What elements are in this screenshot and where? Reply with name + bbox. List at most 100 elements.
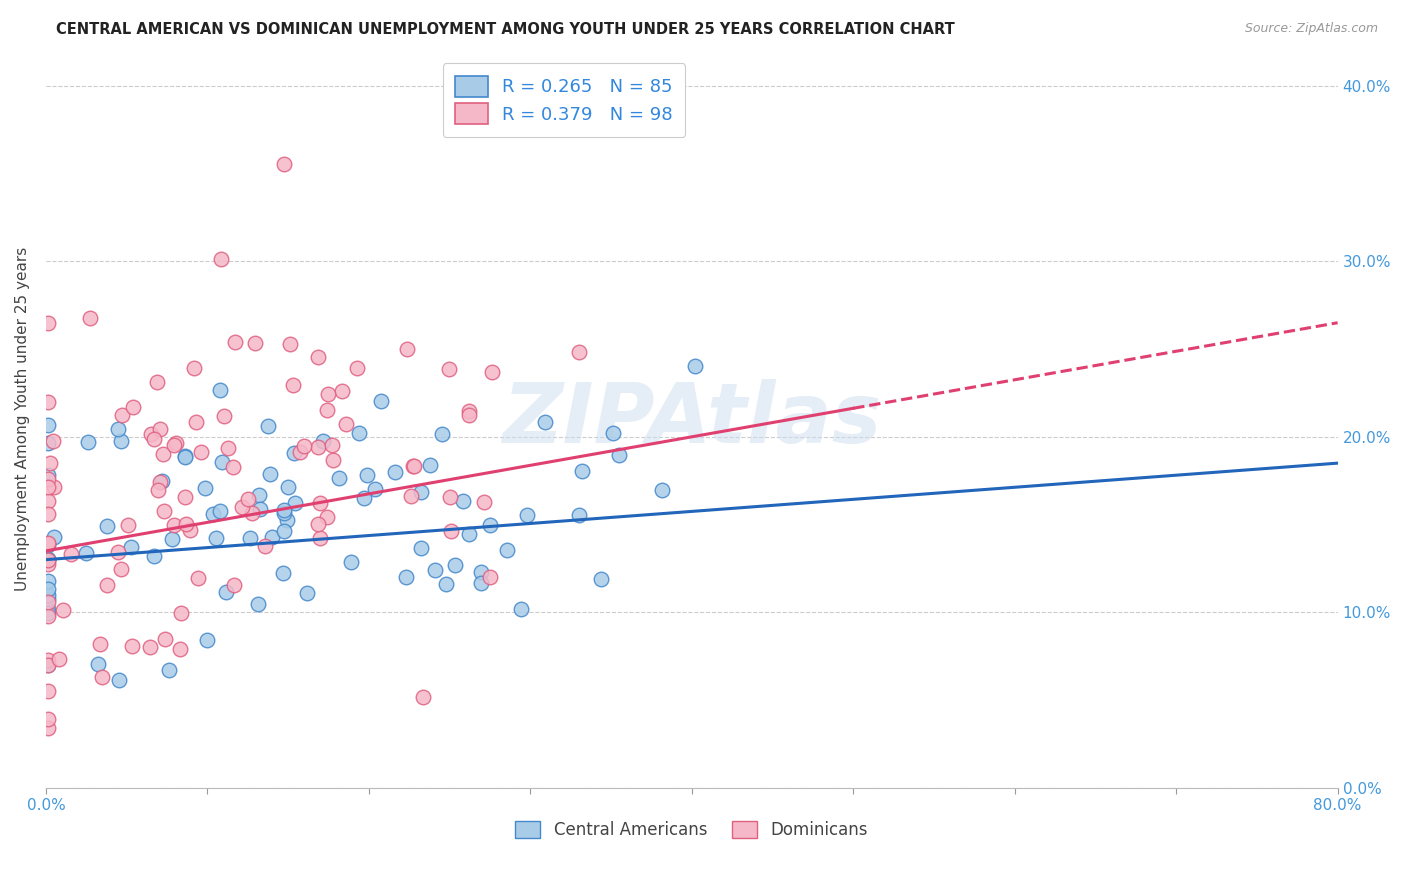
Point — [510, 601, 533, 615]
Point — [470, 566, 492, 580]
Point — [108, 673, 131, 688]
Point — [37, 609, 59, 624]
Point — [683, 359, 706, 374]
Point — [37, 574, 59, 589]
Point — [215, 584, 238, 599]
Point — [179, 523, 201, 537]
Point — [44, 531, 66, 545]
Point — [401, 489, 423, 503]
Point — [609, 448, 631, 462]
Point — [308, 531, 330, 545]
Point — [37, 480, 59, 494]
Point — [37, 436, 59, 450]
Point — [89, 637, 111, 651]
Point — [273, 524, 295, 538]
Point — [309, 496, 332, 510]
Point — [37, 589, 59, 603]
Point — [37, 494, 59, 508]
Point — [316, 403, 339, 417]
Point — [328, 471, 350, 485]
Point — [37, 394, 59, 409]
Point — [48, 652, 70, 666]
Point — [37, 606, 59, 620]
Point — [141, 427, 163, 442]
Point — [316, 387, 339, 401]
Point — [90, 669, 112, 683]
Point — [120, 541, 142, 555]
Point — [96, 519, 118, 533]
Point — [412, 690, 434, 704]
Point — [353, 491, 375, 505]
Point — [209, 383, 232, 397]
Text: CENTRAL AMERICAN VS DOMINICAN UNEMPLOYMENT AMONG YOUTH UNDER 25 YEARS CORRELATIO: CENTRAL AMERICAN VS DOMINICAN UNEMPLOYME… — [56, 22, 955, 37]
Point — [249, 501, 271, 516]
Point — [37, 582, 59, 597]
Point — [152, 447, 174, 461]
Point — [240, 506, 263, 520]
Point — [481, 365, 503, 379]
Point — [423, 564, 446, 578]
Point — [402, 458, 425, 473]
Point — [163, 518, 186, 533]
Point — [321, 438, 343, 452]
Point — [458, 404, 481, 418]
Point — [209, 252, 232, 266]
Point — [283, 446, 305, 460]
Point — [284, 496, 307, 510]
Point — [458, 527, 481, 541]
Point — [150, 474, 173, 488]
Point — [143, 432, 166, 446]
Point — [277, 480, 299, 494]
Point — [111, 408, 134, 422]
Point — [288, 445, 311, 459]
Point — [174, 490, 197, 504]
Point — [96, 578, 118, 592]
Point — [430, 427, 453, 442]
Point — [184, 415, 207, 429]
Point — [37, 552, 59, 566]
Point — [44, 479, 66, 493]
Text: Source: ZipAtlas.com: Source: ZipAtlas.com — [1244, 22, 1378, 36]
Point — [411, 541, 433, 555]
Point — [222, 459, 245, 474]
Point — [110, 561, 132, 575]
Point — [79, 311, 101, 326]
Point — [153, 503, 176, 517]
Point — [276, 513, 298, 527]
Point — [236, 492, 259, 507]
Point — [395, 570, 418, 584]
Point — [280, 337, 302, 351]
Point — [409, 485, 432, 500]
Point — [37, 601, 59, 615]
Point — [121, 400, 143, 414]
Point — [444, 558, 467, 573]
Point — [195, 632, 218, 647]
Point — [165, 436, 187, 450]
Point — [52, 603, 75, 617]
Point — [472, 495, 495, 509]
Point — [332, 384, 354, 399]
Point — [37, 418, 59, 433]
Point — [568, 508, 591, 522]
Point — [321, 453, 343, 467]
Point — [231, 500, 253, 515]
Point — [340, 555, 363, 569]
Point — [37, 552, 59, 566]
Point — [173, 450, 195, 464]
Point — [37, 712, 59, 726]
Point — [307, 350, 329, 364]
Point — [121, 639, 143, 653]
Point — [37, 653, 59, 667]
Point — [157, 663, 180, 677]
Point — [384, 465, 406, 479]
Point — [209, 504, 232, 518]
Point — [205, 531, 228, 545]
Point — [187, 571, 209, 585]
Text: ZIPAtlas: ZIPAtlas — [502, 379, 882, 459]
Point — [434, 577, 457, 591]
Point — [262, 530, 284, 544]
Y-axis label: Unemployment Among Youth under 25 years: Unemployment Among Youth under 25 years — [15, 247, 30, 591]
Point — [76, 435, 98, 450]
Point — [37, 316, 59, 330]
Point — [217, 442, 239, 456]
